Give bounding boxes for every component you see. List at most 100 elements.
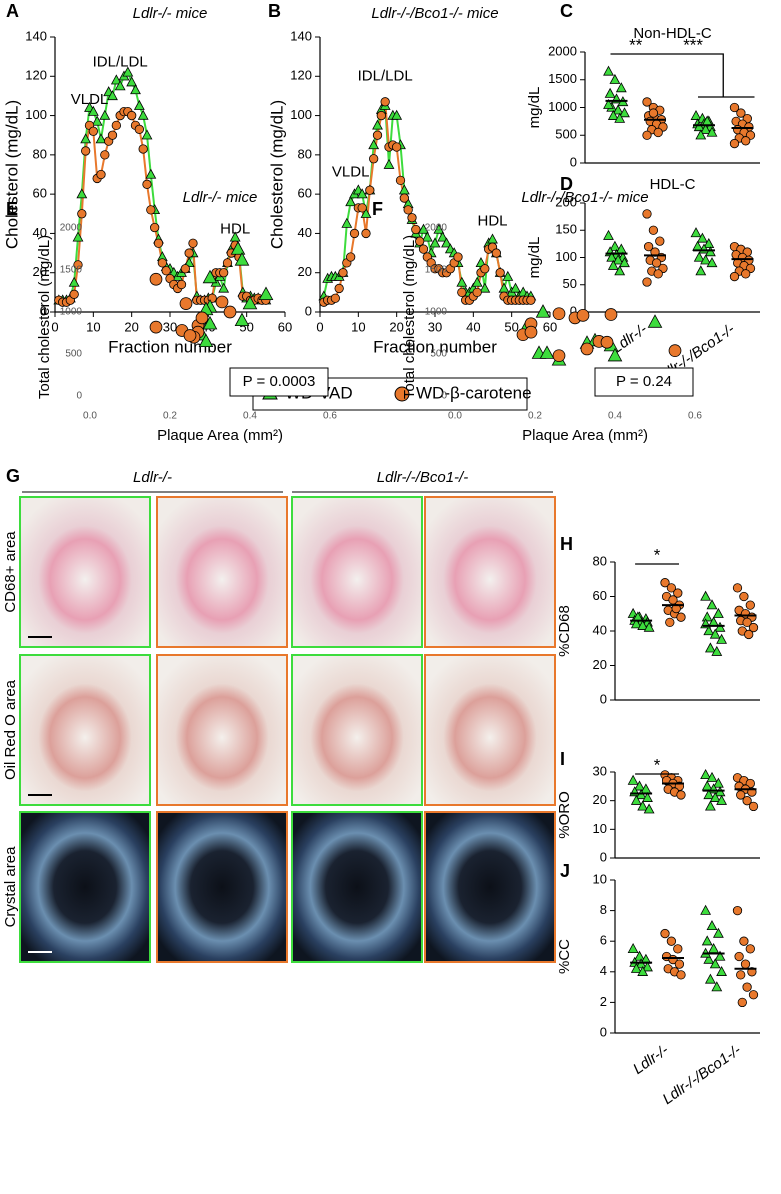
data-point	[480, 264, 490, 274]
data-point	[668, 344, 682, 357]
y-tick-label: 40	[298, 225, 312, 240]
data-point	[676, 790, 686, 800]
y-axis-label: Cholesterol (mg/dL)	[267, 100, 286, 249]
data-point	[606, 251, 618, 262]
x-tick-label: 0.6	[323, 411, 337, 422]
data-point	[742, 982, 752, 992]
data-point	[134, 124, 144, 134]
data-point	[81, 146, 91, 156]
data-point	[700, 254, 712, 265]
data-point	[222, 258, 233, 268]
data-point	[242, 295, 258, 310]
data-point	[361, 228, 371, 239]
y-tick-label: 1500	[548, 71, 577, 86]
data-point	[630, 794, 642, 805]
y-tick-label: 40	[593, 622, 607, 637]
histology-image	[291, 654, 423, 806]
data-point	[234, 312, 250, 327]
column-label: Ldlr-/-	[133, 469, 172, 486]
x-tick-label: 0.2	[528, 411, 542, 422]
data-point	[107, 90, 118, 101]
data-point	[603, 229, 614, 240]
data-point	[709, 958, 721, 969]
data-point	[643, 621, 655, 632]
data-point	[706, 257, 718, 268]
data-point	[706, 126, 718, 137]
x-axis-label: Plaque Area (mm²)	[522, 427, 648, 444]
data-point	[198, 333, 214, 348]
y-axis-label: mg/dL	[526, 237, 543, 279]
y-tick-label: 0	[570, 303, 577, 318]
data-point	[535, 304, 551, 318]
data-point	[655, 236, 665, 246]
data-point	[704, 246, 716, 257]
annotation-box	[229, 367, 329, 397]
data-point	[360, 207, 372, 218]
data-point	[122, 66, 134, 77]
x-tick-label: 0.4	[608, 411, 622, 422]
y-tick-label: 120	[25, 68, 47, 83]
x-tick-label: 0.0	[448, 411, 462, 422]
significance-label: *	[654, 755, 661, 774]
x-tick-label: 10	[351, 319, 365, 334]
y-axis-label: %CC	[556, 939, 573, 974]
data-point	[491, 248, 501, 258]
data-point	[180, 264, 190, 274]
data-point	[630, 618, 642, 629]
row-label: Crystal area	[2, 846, 19, 928]
data-point	[453, 252, 463, 262]
data-point	[383, 158, 395, 169]
data-point	[110, 74, 122, 85]
data-point	[153, 238, 164, 248]
histology-image	[19, 654, 151, 806]
x-tick-label: 60	[543, 319, 557, 334]
data-point	[107, 130, 118, 140]
data-point	[407, 213, 417, 223]
data-point	[580, 342, 594, 356]
data-point	[99, 109, 111, 120]
panel-label: D	[560, 174, 573, 194]
y-tick-label: 0	[76, 391, 82, 402]
data-point	[133, 99, 145, 110]
data-point	[576, 309, 590, 322]
data-point	[345, 196, 357, 207]
data-point	[665, 617, 675, 628]
data-point	[630, 962, 642, 973]
data-point	[716, 633, 728, 644]
data-point	[653, 269, 663, 279]
y-tick-label: 1500	[425, 265, 448, 276]
data-point	[77, 209, 87, 219]
data-point	[619, 107, 630, 118]
x-tick-label: Ldlr-/-	[630, 1042, 672, 1078]
data-point	[736, 790, 746, 800]
y-tick-label: 60	[298, 186, 312, 201]
histology-image	[156, 654, 288, 806]
annotation: P = 0.0003	[243, 373, 316, 390]
x-tick-label: 0	[316, 319, 323, 334]
data-point	[372, 130, 383, 140]
data-point	[365, 185, 375, 195]
data-point	[716, 794, 728, 805]
y-tick-label: 140	[25, 28, 47, 43]
y-axis-label: Total cholesterol (mg/dL)	[401, 235, 418, 399]
x-tick-label: 0.6	[688, 411, 702, 422]
y-tick-label: 100	[25, 107, 47, 122]
row-label: Oil Red O area	[2, 679, 19, 780]
data-point	[703, 789, 715, 800]
data-point	[737, 997, 747, 1008]
data-point	[706, 599, 718, 610]
data-point	[627, 607, 639, 618]
significance-label: ***	[683, 35, 703, 54]
x-tick-label: 0.0	[83, 411, 97, 422]
data-point	[429, 237, 441, 248]
data-point	[456, 276, 468, 287]
data-point	[700, 904, 712, 915]
y-tick-label: 2000	[548, 43, 577, 58]
data-point	[739, 936, 749, 946]
x-tick-label: 30	[163, 319, 177, 334]
data-point	[161, 266, 171, 276]
data-point	[703, 238, 715, 249]
data-point	[149, 320, 163, 334]
data-point	[95, 133, 107, 144]
data-point	[673, 588, 683, 598]
